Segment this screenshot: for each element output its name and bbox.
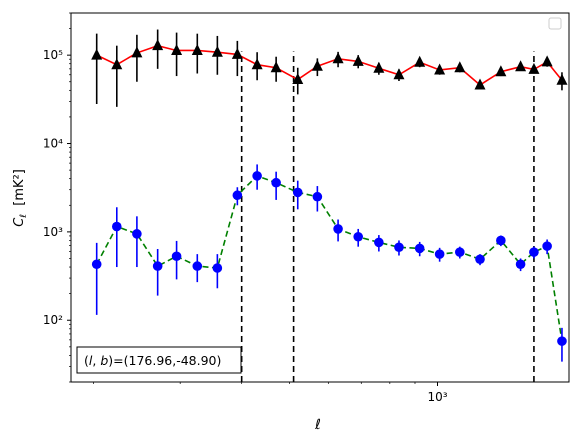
annotation-sep: , (92, 353, 100, 368)
axis-ticks: 10² 10³ 10⁴ 10⁵ 10³ (43, 12, 448, 404)
series-0-point (211, 45, 223, 57)
y-tick-label: 10² (43, 313, 63, 327)
series-1-point (529, 247, 539, 257)
series-0-point (414, 55, 426, 67)
series-1-point (394, 242, 404, 253)
series-1-point (111, 221, 122, 232)
series-0-point (152, 39, 164, 51)
series-1-point (434, 249, 445, 259)
series-1-point (475, 254, 485, 265)
plot-frame (70, 12, 570, 383)
series-0-point (311, 59, 323, 71)
series-1-point (353, 231, 364, 242)
series-1-point (496, 235, 506, 246)
series-0-point (111, 58, 123, 70)
y-tick-label: 10³ (43, 225, 63, 239)
series-0-point (474, 78, 486, 90)
series-1-point (91, 259, 102, 270)
series-0-point (332, 52, 344, 64)
series-0-line (96, 44, 563, 86)
series-0-point (171, 43, 183, 55)
series-0-point (528, 62, 540, 74)
series-1-point (271, 177, 281, 188)
x-tick-label: 10³ (427, 390, 447, 404)
y-axis-label: Cℓ [mK²] (12, 169, 29, 227)
annotation-b: b (100, 353, 108, 368)
series-0-point (352, 54, 364, 66)
series-0-point (131, 46, 143, 58)
annotation-l: l (89, 353, 93, 368)
annotation-box: (l, b)=(176.96,-48.90) (76, 346, 242, 374)
series-1-line (95, 174, 563, 342)
series-0-point (556, 73, 568, 85)
series-1-point (152, 261, 163, 271)
series-1-point (132, 229, 142, 239)
series-0-point (515, 60, 527, 72)
series-0-point (251, 58, 263, 70)
series-1-point (192, 261, 203, 271)
y-axis-label-symbol: C (12, 217, 27, 227)
series-0-point (434, 63, 446, 75)
plot-content (91, 29, 568, 382)
series-1-point (292, 187, 303, 198)
series-1-point (312, 191, 323, 202)
annotation-suffix: )=(176.96,-48.90) (108, 353, 221, 368)
legend-box (548, 17, 562, 30)
series-0-point (454, 61, 466, 73)
series-0-point (393, 68, 405, 80)
series-1-point (252, 171, 262, 181)
series-1-point (212, 263, 223, 273)
svg-text:(l, b)=(176.96,-48.90): (l, b)=(176.96,-48.90) (84, 353, 221, 368)
series-0-point (541, 55, 553, 67)
annotation-prefix: ( (84, 353, 89, 368)
series-0-point (191, 43, 203, 55)
series-1-point (374, 237, 384, 248)
series-1-point (557, 336, 567, 346)
series-1-point (455, 247, 465, 257)
x-axis-label: ℓ (314, 417, 321, 433)
series-1-point (171, 251, 182, 262)
y-axis-label-subscript: ℓ (19, 214, 29, 219)
y-axis-label-unit: [mK²] (12, 169, 27, 206)
series-1-point (333, 224, 343, 234)
series-1-point (515, 259, 526, 270)
series-0-point (270, 61, 282, 73)
series-1-point (542, 241, 552, 251)
series-1-point (414, 243, 425, 254)
series-0-point (91, 48, 103, 60)
y-tick-label: 10⁴ (43, 137, 63, 151)
series-0-point (373, 61, 385, 73)
series-1-point (232, 190, 243, 201)
y-tick-label: 10⁵ (43, 48, 63, 62)
series-0-point (231, 47, 243, 59)
series-0-point (495, 65, 507, 77)
series-0-point (292, 73, 304, 85)
